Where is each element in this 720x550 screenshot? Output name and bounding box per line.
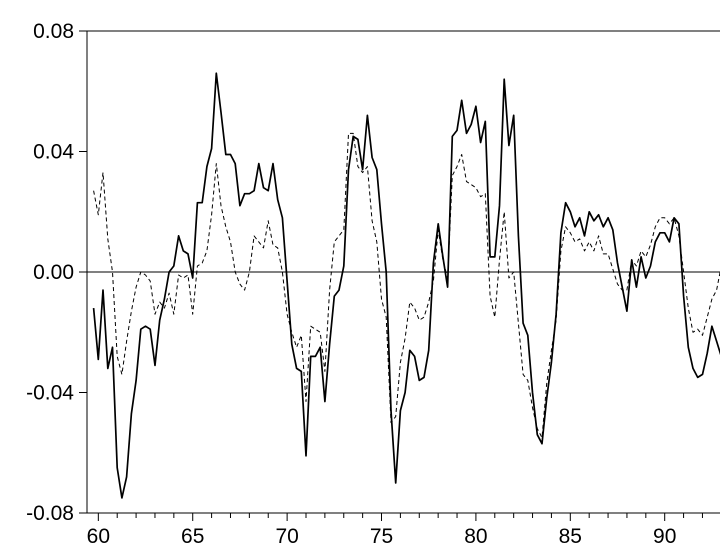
y-tick-label: 0.04 xyxy=(33,141,74,164)
series-group xyxy=(92,72,720,499)
x-tick-label: 90 xyxy=(653,525,676,548)
series-line-solid xyxy=(92,72,720,499)
x-tick-label: 70 xyxy=(275,525,298,548)
x-tick-label: 80 xyxy=(464,525,487,548)
y-tick-label: -0.04 xyxy=(26,382,74,405)
x-axis: 60 65 70 75 80 85 90 xyxy=(87,513,703,548)
x-tick-label: 85 xyxy=(559,525,582,548)
y-tick-label: -0.08 xyxy=(26,502,74,525)
y-axis: -0.08 -0.04 0.00 0.04 0.08 xyxy=(26,20,87,525)
x-tick-label: 60 xyxy=(87,525,110,548)
series-line-dashed xyxy=(93,132,720,439)
x-tick-label: 75 xyxy=(370,525,393,548)
x-tick-label: 65 xyxy=(181,525,204,548)
y-tick-label: 0.00 xyxy=(33,261,74,284)
y-tick-label: 0.08 xyxy=(33,20,74,43)
